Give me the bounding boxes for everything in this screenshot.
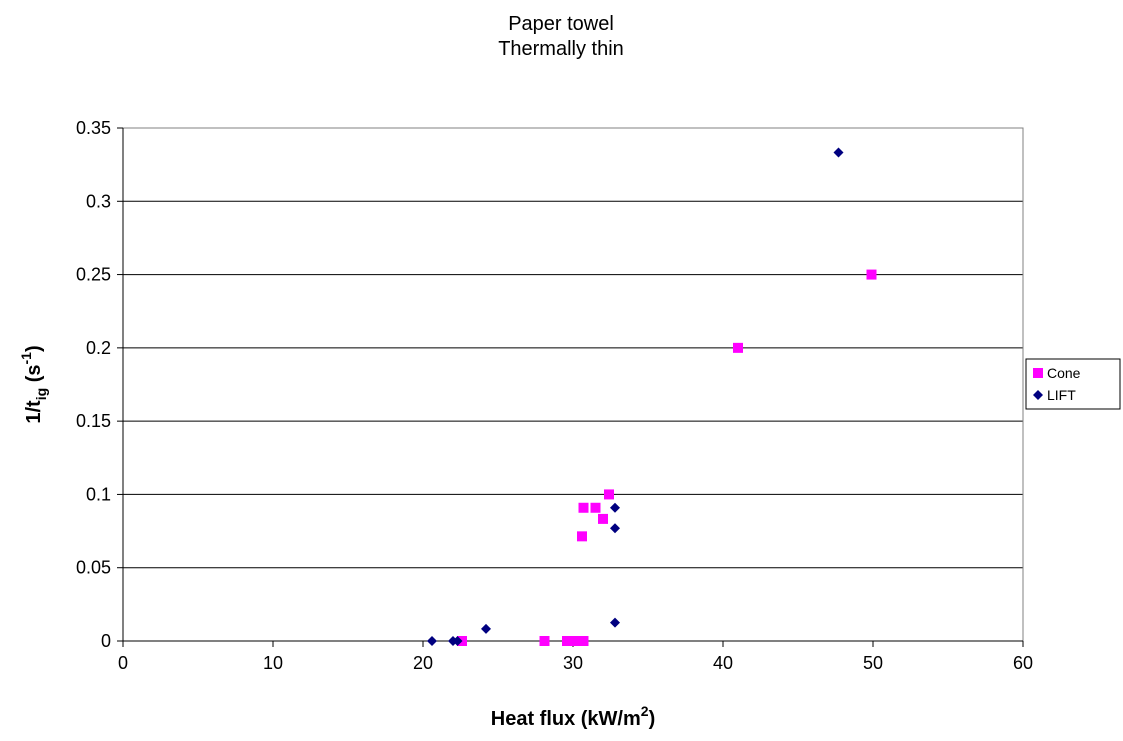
title-line-1: Paper towel (508, 13, 614, 35)
y-axis-ticks: 0 0.05 0.1 0.15 0.2 0.25 0.3 0.35 (76, 118, 123, 651)
lift-point (610, 523, 620, 534)
gridlines (123, 127, 1023, 569)
cone-point (562, 636, 572, 646)
plot-area-border (122, 127, 1024, 642)
legend: Cone LIFT (1025, 358, 1121, 410)
cone-point (578, 502, 589, 513)
legend-label-lift: LIFT (1047, 387, 1076, 403)
series-lift (427, 147, 844, 646)
cone-point (604, 489, 614, 500)
lift-point (427, 636, 437, 646)
x-tick-label: 40 (713, 653, 733, 673)
y-axis-title: 1/tig (s-1) (18, 345, 49, 423)
cone-point (578, 636, 589, 646)
x-tick-label: 10 (263, 653, 283, 673)
lift-point (452, 636, 463, 646)
x-tick-label: 0 (118, 653, 128, 673)
legend-label-cone: Cone (1047, 365, 1081, 381)
x-tick-label: 30 (563, 653, 583, 673)
x-tick-label: 20 (413, 653, 433, 673)
data-points (427, 147, 877, 646)
legend-box (1025, 358, 1121, 410)
y-tick-label: 0.25 (76, 265, 111, 285)
lift-point (610, 502, 620, 513)
y-tick-label: 0.1 (86, 484, 111, 504)
x-tick-label: 50 (863, 653, 883, 673)
y-tick-label: 0 (101, 631, 111, 651)
legend-marker-lift (1033, 390, 1043, 400)
lift-point (481, 623, 491, 634)
cone-point (577, 531, 587, 542)
legend-marker-cone (1033, 368, 1043, 378)
x-axis-title: Heat flux (kW/m2) (491, 703, 656, 730)
lift-point (610, 617, 620, 628)
y-tick-label: 0.15 (76, 411, 111, 431)
cone-point (590, 502, 601, 513)
cone-point (539, 636, 550, 646)
y-tick-label: 0.35 (76, 118, 111, 138)
lift-point (833, 147, 844, 158)
cone-point (598, 513, 608, 524)
y-tick-label: 0.3 (86, 191, 111, 211)
x-tick-label: 60 (1013, 653, 1033, 673)
y-tick-label: 0.05 (76, 558, 111, 578)
title-line-2: Thermally thin (498, 38, 624, 60)
y-tick-label: 0.2 (86, 338, 111, 358)
cone-point (569, 636, 580, 646)
series-cone (457, 269, 877, 646)
chart-title: Paper towel Thermally thin (498, 13, 624, 60)
cone-point (733, 342, 743, 353)
x-axis-ticks: 0 10 20 30 40 50 60 (118, 641, 1033, 673)
cone-point (866, 269, 877, 280)
